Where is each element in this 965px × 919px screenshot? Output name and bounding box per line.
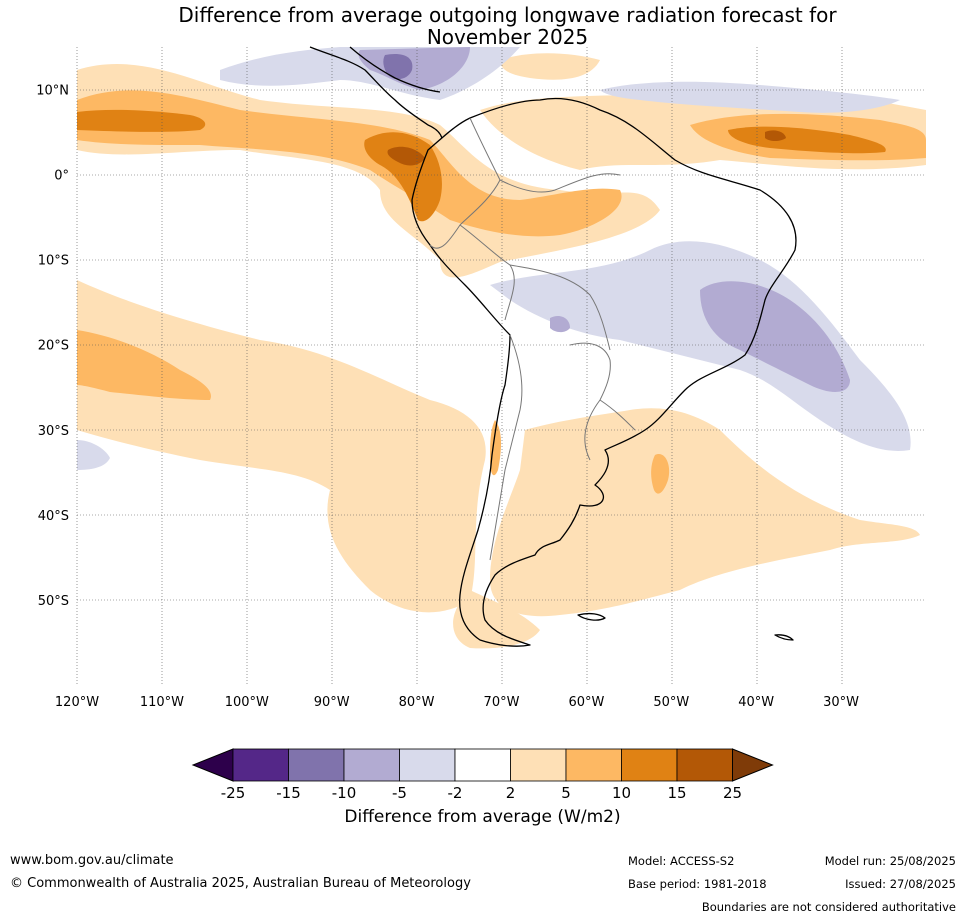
- latitude-label: 20°S: [38, 339, 69, 354]
- anomaly-region-caribbean: [500, 53, 600, 80]
- longitude-label: 30°W: [823, 695, 859, 710]
- longitude-labels: 120°W 110°W 100°W 90°W 80°W 70°W 60°W 50°W 40°W 3…: [55, 695, 859, 710]
- south-georgia: [774, 634, 794, 641]
- anomaly-field: [77, 47, 926, 649]
- anomaly-region-south-atlantic-medium: [651, 454, 670, 494]
- longitude-label: 120°W: [55, 695, 99, 710]
- longitude-label: 110°W: [140, 695, 184, 710]
- longitude-label: 100°W: [225, 695, 269, 710]
- anomaly-region-south-pacific-negative: [77, 440, 110, 470]
- country-borders: [429, 117, 636, 561]
- colorbar-segment: [510, 748, 567, 782]
- latitude-label: 10°S: [38, 254, 69, 269]
- colorbar-segment: [399, 748, 456, 782]
- border: [509, 264, 611, 351]
- colorbar-segment: [621, 748, 678, 782]
- colorbar-extension-low: [191, 748, 234, 782]
- colorbar-tick-label: 25: [723, 784, 742, 802]
- anomaly-region-south-pacific-medium: [77, 330, 211, 400]
- anomaly-region-atlantic-extreme: [765, 130, 786, 141]
- colorbar-tick-label: -5: [392, 784, 407, 802]
- latitude-label: 10°N: [36, 84, 69, 99]
- colorbar-tick-label: 2: [506, 784, 516, 802]
- colorbar-label: Difference from average (W/m2): [344, 807, 621, 827]
- footer-copyright: © Commonwealth of Australia 2025, Austra…: [10, 876, 471, 891]
- anomaly-region-brazil-mid: [700, 281, 850, 392]
- latitude-label: 40°S: [38, 509, 69, 524]
- latitude-label: 50°S: [38, 594, 69, 609]
- anomaly-region-south-atlantic: [490, 408, 920, 617]
- anomaly-region-andes-medium: [490, 420, 502, 476]
- border: [599, 399, 636, 431]
- colorbar-tick-label: -10: [332, 784, 357, 802]
- central-america-coastline: [309, 46, 443, 139]
- border: [459, 224, 515, 321]
- colorbar-segment: [454, 748, 511, 782]
- map-title: Difference from average outgoing longwav…: [0, 4, 965, 48]
- colorbar-tick-label: -25: [221, 784, 246, 802]
- colorbar: [191, 748, 774, 782]
- map-gridlines: [76, 47, 926, 685]
- latitude-label: 0°: [54, 169, 69, 184]
- longitude-label: 60°W: [568, 695, 604, 710]
- longitude-label: 50°W: [653, 695, 689, 710]
- footer-model: Model: ACCESS-S2: [628, 854, 735, 868]
- longitude-label: 80°W: [399, 695, 435, 710]
- footer-model-run: Model run: 25/08/2025: [824, 854, 956, 868]
- anomaly-region-patagonia: [453, 590, 540, 649]
- latitude-label: 30°S: [38, 424, 69, 439]
- longitude-label: 70°W: [484, 695, 520, 710]
- border: [469, 117, 556, 193]
- anomaly-region-colombia-strong: [364, 132, 442, 222]
- footer-issued: Issued: 27/08/2025: [845, 877, 956, 891]
- anomaly-region-central-america-deep: [383, 53, 413, 80]
- colorbar-segment: [343, 748, 400, 782]
- anomaly-region-caribbean-negative: [600, 81, 900, 113]
- caribbean-coastline: [349, 46, 441, 93]
- colorbar-segment: [565, 748, 622, 782]
- colorbar-segment: [676, 748, 733, 782]
- border: [489, 334, 523, 561]
- footer-disclaimer: Boundaries are not considered authoritat…: [701, 900, 956, 914]
- colorbar-tick-label: 15: [667, 784, 686, 802]
- anomaly-region-south-pacific: [77, 280, 486, 613]
- colorbar-tick-label: 10: [612, 784, 631, 802]
- footer-base-period: Base period: 1981-2018: [628, 877, 767, 891]
- title-line-2: November 2025: [426, 25, 589, 49]
- colorbar-tick-label: 5: [561, 784, 571, 802]
- longitude-label: 90°W: [314, 695, 350, 710]
- longitude-label: 40°W: [738, 695, 774, 710]
- coastlines: [309, 46, 797, 647]
- colorbar-segment: [232, 748, 289, 782]
- latitude-labels: 10°N 0° 10°S 20°S 30°S 40°S 50°S: [36, 84, 69, 609]
- anomaly-region-colombia-extreme: [387, 146, 425, 166]
- anomaly-region-bolivia-mid: [550, 316, 570, 333]
- anomaly-region-pacific-itcz-strong: [77, 109, 206, 132]
- border: [554, 173, 621, 191]
- colorbar-extension-high: [732, 748, 774, 782]
- border: [569, 342, 611, 401]
- colorbar-segment: [288, 748, 345, 782]
- anomaly-region-brazil-negative: [490, 241, 911, 451]
- falkland-islands: [577, 612, 606, 621]
- colorbar-tick-labels: -25 -15 -10 -5 -2 2 5 10 15 25: [221, 784, 742, 802]
- colorbar-tick-label: -2: [448, 784, 463, 802]
- border: [584, 399, 601, 461]
- colorbar-tick-label: -15: [276, 784, 301, 802]
- south-america-coastline: [411, 97, 797, 647]
- footer-website: www.bom.gov.au/climate: [10, 853, 174, 868]
- title-line-1: Difference from average outgoing longwav…: [178, 3, 837, 27]
